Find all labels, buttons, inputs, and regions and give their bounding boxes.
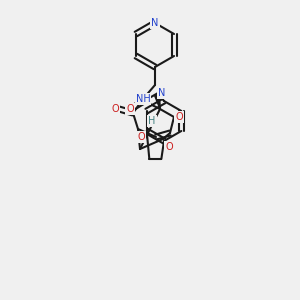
Text: NH: NH (136, 94, 150, 104)
Text: N: N (158, 88, 166, 98)
Text: H: H (148, 116, 156, 126)
Polygon shape (154, 94, 160, 109)
Text: O: O (138, 132, 146, 142)
Text: O: O (165, 142, 173, 152)
Text: N: N (151, 18, 159, 28)
Text: O: O (175, 112, 183, 122)
Text: O: O (126, 104, 134, 114)
Text: O: O (111, 104, 119, 114)
